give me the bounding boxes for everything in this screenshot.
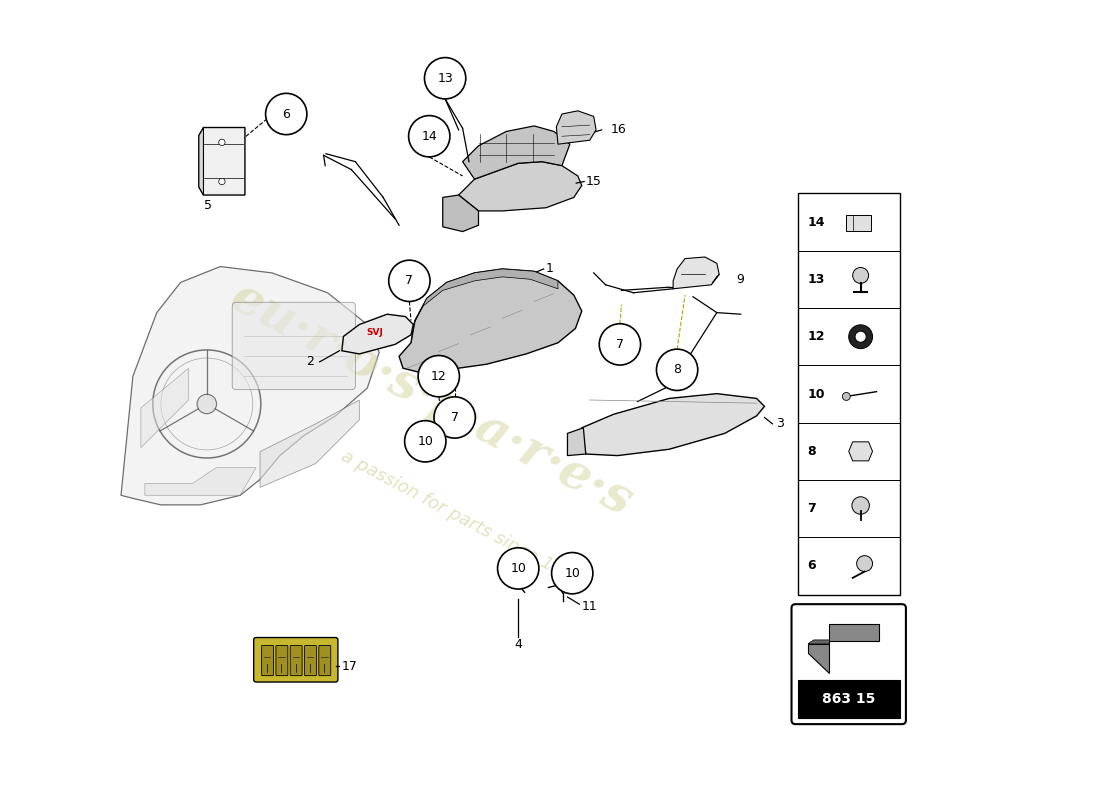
- FancyBboxPatch shape: [254, 638, 338, 682]
- Circle shape: [388, 260, 430, 302]
- Text: 6: 6: [807, 559, 816, 573]
- Text: 13: 13: [807, 273, 825, 286]
- Text: 1: 1: [546, 262, 554, 275]
- Circle shape: [849, 325, 872, 349]
- Polygon shape: [459, 162, 582, 211]
- Text: 2: 2: [306, 355, 313, 368]
- FancyBboxPatch shape: [846, 215, 871, 231]
- Circle shape: [408, 115, 450, 157]
- Polygon shape: [121, 266, 380, 505]
- Text: 10: 10: [417, 435, 433, 448]
- FancyBboxPatch shape: [798, 680, 900, 718]
- Polygon shape: [849, 442, 872, 461]
- FancyBboxPatch shape: [262, 646, 274, 676]
- Circle shape: [418, 355, 460, 397]
- Polygon shape: [141, 368, 188, 448]
- FancyBboxPatch shape: [319, 646, 331, 676]
- Circle shape: [405, 421, 446, 462]
- Circle shape: [497, 548, 539, 589]
- Text: 5: 5: [205, 199, 212, 212]
- Text: 4: 4: [515, 638, 522, 651]
- Text: SVJ: SVJ: [366, 328, 384, 337]
- Polygon shape: [199, 127, 204, 195]
- Text: 14: 14: [421, 130, 437, 142]
- Polygon shape: [199, 127, 245, 195]
- Text: 10: 10: [564, 566, 580, 580]
- Text: 15: 15: [586, 175, 602, 188]
- Text: 9: 9: [737, 273, 745, 286]
- Circle shape: [434, 397, 475, 438]
- Circle shape: [852, 267, 869, 283]
- Text: 7: 7: [807, 502, 816, 515]
- Polygon shape: [260, 400, 360, 487]
- Text: 11: 11: [582, 600, 597, 613]
- Polygon shape: [342, 314, 414, 354]
- Text: 12: 12: [807, 330, 825, 343]
- FancyBboxPatch shape: [232, 302, 355, 390]
- Circle shape: [657, 349, 697, 390]
- Circle shape: [551, 553, 593, 594]
- Polygon shape: [673, 257, 719, 289]
- FancyBboxPatch shape: [290, 646, 303, 676]
- Text: 16: 16: [610, 123, 626, 136]
- Polygon shape: [568, 428, 585, 456]
- Polygon shape: [399, 269, 582, 372]
- Polygon shape: [808, 640, 829, 644]
- Polygon shape: [463, 126, 570, 179]
- Polygon shape: [411, 269, 558, 342]
- FancyBboxPatch shape: [305, 646, 317, 676]
- Text: 7: 7: [616, 338, 624, 351]
- Text: eu·r·o·s·p·a·r·e·s: eu·r·o·s·p·a·r·e·s: [221, 273, 640, 527]
- Polygon shape: [557, 111, 596, 144]
- FancyBboxPatch shape: [792, 604, 906, 724]
- FancyBboxPatch shape: [276, 646, 288, 676]
- Text: 12: 12: [431, 370, 447, 382]
- Polygon shape: [798, 194, 900, 594]
- Text: 6: 6: [283, 107, 290, 121]
- Text: 13: 13: [438, 72, 453, 85]
- Polygon shape: [145, 467, 256, 495]
- Text: 863 15: 863 15: [822, 692, 876, 706]
- Circle shape: [265, 94, 307, 134]
- Text: 10: 10: [510, 562, 526, 575]
- Text: 17: 17: [342, 660, 358, 673]
- Circle shape: [855, 331, 866, 342]
- Circle shape: [197, 394, 217, 414]
- Polygon shape: [442, 195, 478, 231]
- Text: 14: 14: [807, 216, 825, 229]
- Text: 3: 3: [777, 418, 784, 430]
- Text: 8: 8: [807, 445, 816, 458]
- Circle shape: [425, 58, 465, 99]
- Circle shape: [843, 393, 850, 400]
- Text: 8: 8: [673, 363, 681, 376]
- Circle shape: [219, 178, 225, 185]
- Text: 7: 7: [451, 411, 459, 424]
- Circle shape: [219, 139, 225, 146]
- Circle shape: [600, 324, 640, 365]
- Text: a passion for parts since 1985: a passion for parts since 1985: [339, 447, 587, 591]
- Text: 10: 10: [807, 387, 825, 401]
- Polygon shape: [808, 625, 879, 673]
- Circle shape: [851, 497, 869, 514]
- Circle shape: [857, 556, 872, 571]
- Text: 7: 7: [406, 274, 414, 287]
- Polygon shape: [582, 394, 764, 456]
